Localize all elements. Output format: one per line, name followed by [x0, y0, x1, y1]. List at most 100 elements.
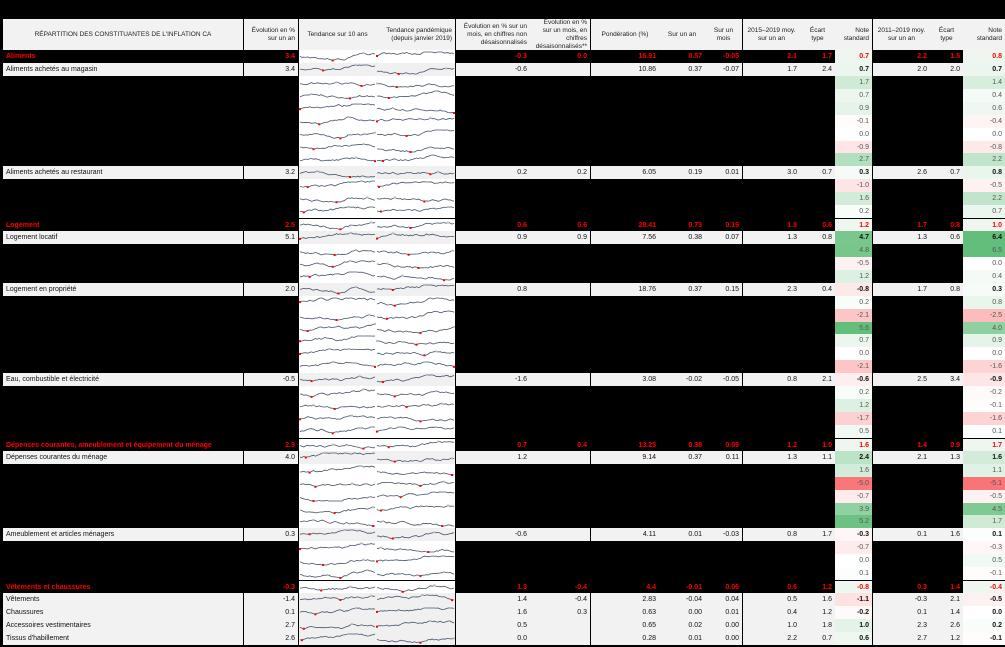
- weight: 28.41: [638, 222, 656, 230]
- evol-month-sa: [530, 618, 590, 632]
- avg-2015: 2.3: [743, 282, 800, 296]
- zscore-2011: -0.1: [963, 631, 1005, 645]
- sparkline-10y: [299, 593, 376, 607]
- evol-year: 2.9: [285, 441, 295, 449]
- sparkline-10y: [299, 567, 376, 581]
- header-stdev-2011: Écart type: [930, 19, 963, 50]
- row-label: Logement: [6, 222, 40, 230]
- contrib-year: 0.00: [659, 605, 705, 619]
- stdev-2011: 0.8: [930, 282, 963, 296]
- zscore-2011: 4.5: [963, 502, 1005, 516]
- sparkline-10y: [299, 256, 376, 270]
- hidden-row: 4.8 6.5: [3, 243, 1005, 257]
- table-row: Logement en propriété 2.0 0.8 18.76 0.37 0.15…: [3, 282, 1005, 296]
- hidden-row: 0.9 0.6: [3, 101, 1005, 115]
- zscore-2015: 0.2: [835, 386, 872, 400]
- row-label: Eau, combustible et électricité: [3, 373, 243, 387]
- sparkline-pandemic: [376, 192, 455, 206]
- zscore-2015: -0.5: [835, 256, 872, 270]
- avg-2015: 1.3: [743, 231, 800, 245]
- avg-2015: 0.6: [787, 584, 797, 592]
- sparkline-10y: [299, 219, 376, 233]
- contrib-month: -0.05: [723, 53, 739, 60]
- weight: 3.08: [591, 373, 659, 387]
- zscore-2011: 0.2: [963, 618, 1005, 632]
- table-row: Logement locatif 5.1 0.9 0.9 7.56 0.38 0.07 1.3…: [3, 231, 1005, 245]
- stdev-2011: 2.1: [930, 593, 963, 607]
- hidden-row: 1.7 1.4: [3, 75, 1005, 89]
- zscore-2015: 0.1: [835, 567, 872, 581]
- stdev-2015: 1.6: [800, 593, 835, 607]
- weight: 0.63: [591, 605, 659, 619]
- evol-month-nsa: -0.3: [514, 53, 527, 60]
- evol-month-nsa: -0.6: [456, 62, 530, 76]
- zscore-2015: -0.1: [835, 114, 872, 128]
- sparkline-10y: [299, 308, 376, 322]
- hidden-row: -0.9 -0.8: [3, 140, 1005, 154]
- sparkline-pandemic: [376, 321, 455, 335]
- zscore-2015: 0.0: [835, 127, 872, 141]
- zscore-2015: 1.6: [835, 192, 872, 206]
- stdev-2015: 0.4: [800, 282, 835, 296]
- sparkline-10y: [299, 360, 376, 374]
- sparkline-pandemic: [376, 489, 455, 503]
- evol-month-sa: -0.4: [574, 584, 587, 592]
- header-avg-2011: 2011–2019 moy. sur un an: [873, 19, 930, 50]
- table-row: Ameublement et articles ménagers 0.3 -0.6 4…: [3, 528, 1005, 542]
- zscore-2015: 1.0: [835, 618, 872, 632]
- hidden-row: 0.1 -0.1: [3, 567, 1005, 581]
- hidden-row: 0.0 0.0: [3, 127, 1005, 141]
- sparkline-pandemic: [376, 605, 455, 619]
- row-label: Logement en propriété: [3, 282, 243, 296]
- contrib-year: -0.01: [686, 584, 702, 592]
- zscore-2011: 0.3: [963, 282, 1005, 296]
- sparkline-10y: [299, 334, 376, 348]
- avg-2011: 1.3: [873, 231, 930, 245]
- avg-2015: 0.5: [743, 593, 800, 607]
- stdev-2015: 1.8: [800, 618, 835, 632]
- weight: 7.56: [591, 231, 659, 245]
- contrib-year: 0.02: [659, 618, 705, 632]
- row-label: Vêtements et chaussures: [6, 584, 91, 592]
- sparkline-pandemic: [376, 554, 455, 568]
- zscore-2015: -2.1: [835, 360, 872, 374]
- zscore-2015: 0.0: [835, 554, 872, 568]
- sparkline-pandemic: [376, 295, 455, 309]
- sparkline-pandemic: [376, 347, 455, 361]
- hidden-row: 1.2 -0.1: [3, 399, 1005, 413]
- hidden-row: 5.2 1.7: [3, 515, 1005, 529]
- avg-2015: 1.8: [787, 222, 797, 230]
- zscore-2015: -0.2: [835, 605, 872, 619]
- zscore-2011: 0.7: [963, 205, 1005, 219]
- contrib-month: 0.11: [705, 450, 742, 464]
- sparkline-pandemic: [376, 541, 455, 555]
- sparkline-pandemic: [376, 231, 455, 245]
- avg-2011: 2.5: [873, 373, 930, 387]
- sparkline-pandemic: [376, 179, 455, 193]
- sparkline-10y: [299, 412, 376, 426]
- avg-2011: 2.0: [873, 62, 930, 76]
- header-evol-month-sa: Évolution en % sur un mois, en chiffres …: [530, 19, 590, 50]
- zscore-2011: -0.5: [963, 593, 1005, 607]
- avg-2015: 0.8: [743, 528, 800, 542]
- table-row: Dépenses courantes du ménage 4.0 1.2 9.14 0.…: [3, 450, 1005, 464]
- sparkline-pandemic: [376, 399, 455, 413]
- contrib-month: 0.04: [705, 593, 742, 607]
- evol-month-nsa: 1.6: [456, 605, 530, 619]
- sparkline-pandemic: [376, 219, 455, 233]
- stdev-2011: 1.2: [930, 631, 963, 645]
- stdev-2011: 0.8: [950, 222, 960, 230]
- stdev-2015: 2.4: [800, 62, 835, 76]
- sparkline-10y: [299, 50, 376, 63]
- sparkline-pandemic: [376, 450, 455, 464]
- sparkline-10y: [299, 114, 376, 128]
- zscore-2011: 1.7: [963, 438, 1005, 452]
- stdev-2015: 1.0: [822, 441, 832, 449]
- zscore-2011: 0.8: [963, 50, 1005, 63]
- contrib-month: -0.03: [705, 528, 742, 542]
- zscore-2011: -0.4: [963, 114, 1005, 128]
- stdev-2015: 0.8: [800, 231, 835, 245]
- zscore-2015: -0.7: [835, 489, 872, 503]
- zscore-2015: -5.0: [835, 476, 872, 490]
- contrib-year: 0.19: [659, 166, 705, 180]
